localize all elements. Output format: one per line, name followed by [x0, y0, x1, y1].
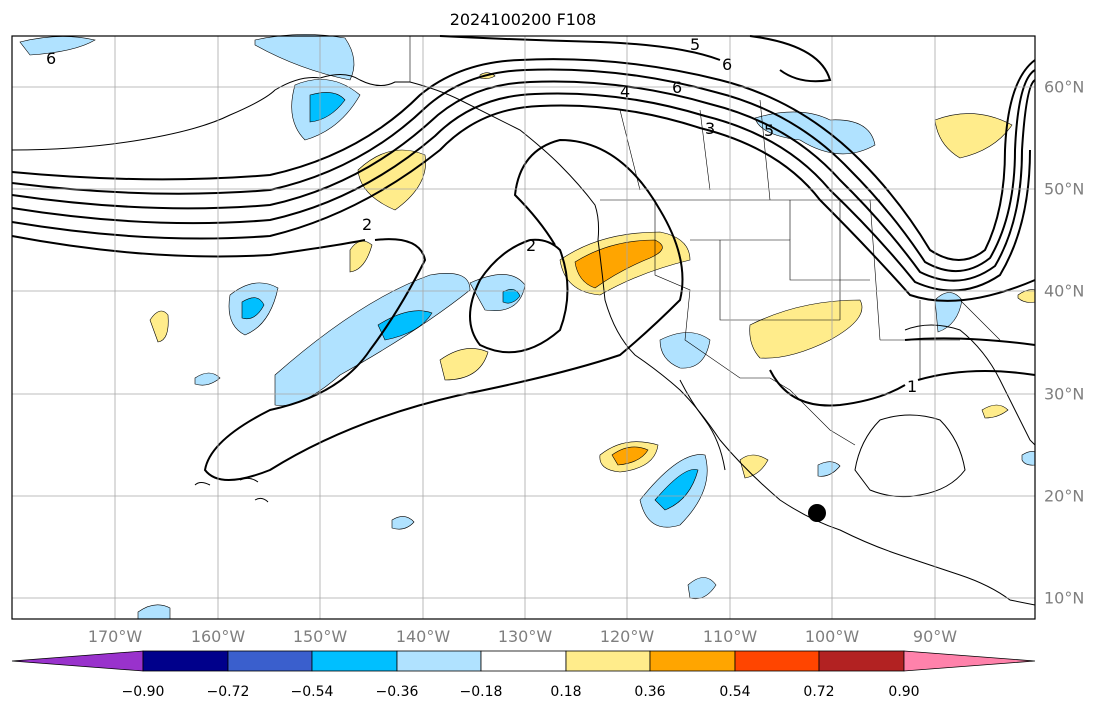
longitude-label: 150°W [292, 627, 348, 646]
contour-label: 6 [672, 78, 682, 97]
contour-lines [11, 35, 1036, 481]
contour-label: 1 [907, 377, 917, 396]
storm-center-dot [808, 504, 826, 522]
colorbar-extend-min [11, 650, 144, 672]
longitude-label: 100°W [804, 627, 860, 646]
longitude-label: 140°W [395, 627, 451, 646]
political-borders [409, 36, 1001, 446]
colorbar-cell [142, 650, 229, 672]
negative-anomaly-shading [19, 34, 1036, 620]
colorbar-cell [649, 650, 736, 672]
colorbar-cell [311, 650, 398, 672]
latitude-label: 60°N [1044, 77, 1085, 97]
colorbar-tick-label: −0.72 [206, 684, 250, 700]
map-panel: 6 5 6 4 6 3 5 2 2 1 [11, 34, 1036, 620]
colorbar-cell [396, 650, 482, 672]
colorbar-tick-label: −0.36 [375, 684, 419, 700]
colorbar-tick-label: 0.90 [888, 684, 920, 700]
latitude-label: 30°N [1044, 384, 1085, 404]
latitude-label: 50°N [1044, 179, 1085, 199]
colorbar-cell [227, 650, 313, 672]
contour-label: 2 [362, 215, 372, 234]
longitude-label: 110°W [702, 627, 758, 646]
contour-label: 5 [690, 35, 700, 54]
contour-label: 6 [722, 55, 732, 74]
contour-label: 6 [46, 49, 56, 68]
contour-label: 5 [764, 121, 774, 140]
colorbar-cell [480, 650, 567, 672]
colorbar-tick-label: 0.72 [803, 684, 835, 700]
colorbar [11, 650, 1036, 672]
colorbar-cell [818, 650, 905, 672]
latitude-label: 10°N [1044, 588, 1085, 608]
colorbar-extend-max [903, 650, 1036, 672]
colorbar-tick-label: −0.90 [121, 684, 165, 700]
longitude-label: 130°W [497, 627, 553, 646]
longitude-label: 90°W [912, 627, 958, 646]
colorbar-cell [734, 650, 820, 672]
colorbar-tick-label: −0.18 [459, 684, 503, 700]
longitude-label: 120°W [599, 627, 655, 646]
contour-label-group: 6 5 6 4 6 3 5 2 2 1 [46, 35, 917, 396]
latitude-label: 40°N [1044, 281, 1085, 301]
contour-label: 2 [526, 236, 536, 255]
colorbar-cell [565, 650, 651, 672]
longitude-label: 170°W [87, 627, 143, 646]
contour-label: 4 [620, 82, 630, 101]
graticule [12, 36, 1035, 619]
latitude-label: 20°N [1044, 486, 1085, 506]
contour-label: 3 [705, 119, 715, 138]
colorbar-tick-label: 0.18 [550, 684, 582, 700]
longitude-label: 160°W [190, 627, 246, 646]
colorbar-tick-label: 0.54 [719, 684, 751, 700]
colorbar-tick-label: −0.54 [290, 684, 334, 700]
colorbar-tick-label: 0.36 [634, 684, 666, 700]
map-frame [11, 35, 1036, 620]
map-title: 2024100200 F108 [449, 10, 597, 29]
